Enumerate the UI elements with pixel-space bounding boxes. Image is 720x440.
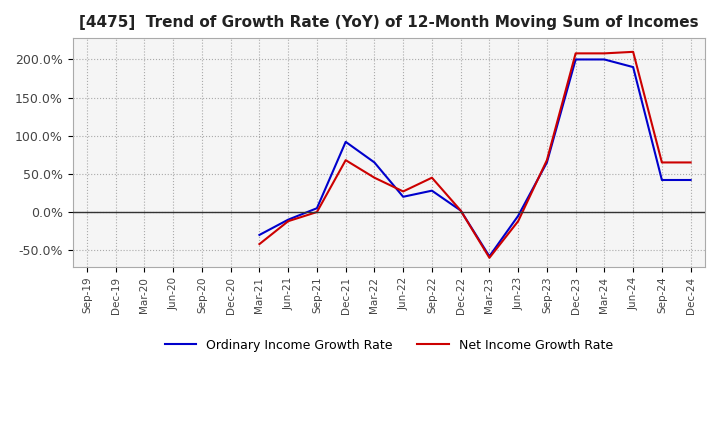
Ordinary Income Growth Rate — [456, 208, 465, 213]
Title: [4475]  Trend of Growth Rate (YoY) of 12-Month Moving Sum of Incomes: [4475] Trend of Growth Rate (YoY) of 12-… — [79, 15, 698, 30]
Net Income Growth Rate — [686, 160, 695, 165]
Ordinary Income Growth Rate — [312, 205, 321, 211]
Net Income Growth Rate — [485, 255, 494, 260]
Ordinary Income Growth Rate — [572, 57, 580, 62]
Net Income Growth Rate — [341, 158, 350, 163]
Ordinary Income Growth Rate — [284, 217, 292, 222]
Net Income Growth Rate — [284, 219, 292, 224]
Legend: Ordinary Income Growth Rate, Net Income Growth Rate: Ordinary Income Growth Rate, Net Income … — [160, 334, 618, 357]
Ordinary Income Growth Rate — [543, 160, 552, 165]
Ordinary Income Growth Rate — [629, 64, 637, 70]
Net Income Growth Rate — [399, 189, 408, 194]
Net Income Growth Rate — [370, 175, 379, 180]
Net Income Growth Rate — [255, 242, 264, 247]
Ordinary Income Growth Rate — [485, 253, 494, 259]
Ordinary Income Growth Rate — [428, 188, 436, 193]
Net Income Growth Rate — [543, 158, 552, 163]
Net Income Growth Rate — [456, 208, 465, 213]
Net Income Growth Rate — [428, 175, 436, 180]
Ordinary Income Growth Rate — [657, 177, 666, 183]
Net Income Growth Rate — [312, 209, 321, 215]
Net Income Growth Rate — [657, 160, 666, 165]
Net Income Growth Rate — [600, 51, 608, 56]
Ordinary Income Growth Rate — [255, 232, 264, 238]
Net Income Growth Rate — [629, 49, 637, 55]
Ordinary Income Growth Rate — [341, 139, 350, 144]
Line: Ordinary Income Growth Rate: Ordinary Income Growth Rate — [259, 59, 690, 256]
Ordinary Income Growth Rate — [600, 57, 608, 62]
Net Income Growth Rate — [514, 219, 523, 224]
Ordinary Income Growth Rate — [686, 177, 695, 183]
Ordinary Income Growth Rate — [399, 194, 408, 199]
Ordinary Income Growth Rate — [370, 160, 379, 165]
Line: Net Income Growth Rate: Net Income Growth Rate — [259, 52, 690, 258]
Ordinary Income Growth Rate — [514, 213, 523, 219]
Net Income Growth Rate — [572, 51, 580, 56]
